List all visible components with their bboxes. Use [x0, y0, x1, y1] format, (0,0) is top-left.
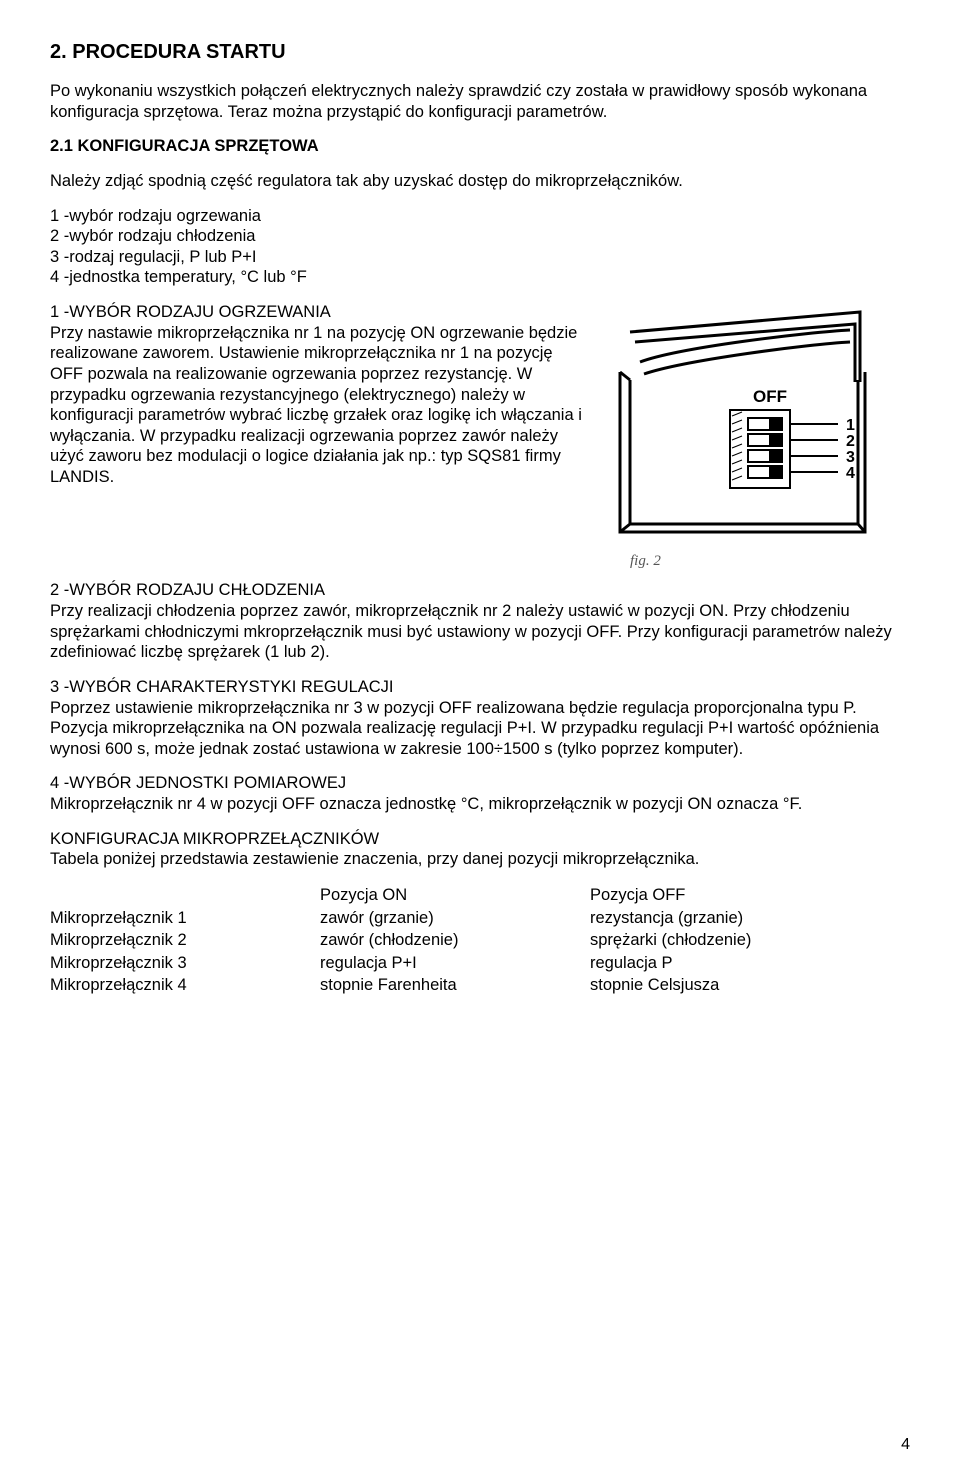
- pin-1-label: 1: [846, 417, 855, 434]
- dip-switch-figure: OFF 1 2 3 4 fig. 2: [610, 302, 910, 570]
- table-row: Mikroprzełącznik 3 regulacja P+I regulac…: [50, 952, 860, 975]
- intro-paragraph: Po wykonaniu wszystkich połączeń elektry…: [50, 81, 910, 122]
- dip-switch-diagram-svg: OFF 1 2 3 4: [610, 302, 910, 542]
- cell: regulacja P+I: [320, 952, 590, 975]
- cell: Mikroprzełącznik 1: [50, 907, 320, 930]
- figure-caption: fig. 2: [630, 552, 910, 571]
- subsection-intro: Należy zdjąć spodnią część regulatora ta…: [50, 171, 910, 192]
- sec3-heading: 3 -WYBÓR CHARAKTERYSTYKI REGULACJI: [50, 677, 910, 698]
- cell: stopnie Celsjusza: [590, 974, 860, 997]
- off-label: OFF: [753, 387, 787, 406]
- th-off: Pozycja OFF: [590, 884, 860, 907]
- cell: Mikroprzełącznik 3: [50, 952, 320, 975]
- page-number: 4: [901, 1435, 910, 1455]
- cell: sprężarki (chłodzenie): [590, 929, 860, 952]
- switch-item-4: 4 -jednostka temperatury, °C lub °F: [50, 267, 910, 288]
- switch-item-2: 2 -wybór rodzaju chłodzenia: [50, 226, 910, 247]
- switch-config-table: Pozycja ON Pozycja OFF Mikroprzełącznik …: [50, 884, 860, 997]
- sec3-body: Poprzez ustawienie mikroprzełącznika nr …: [50, 698, 910, 760]
- section-title: 2. PROCEDURA STARTU: [50, 40, 910, 65]
- pin-3-label: 3: [846, 449, 855, 466]
- cell: Mikroprzełącznik 2: [50, 929, 320, 952]
- sec2-body: Przy realizacji chłodzenia poprzez zawór…: [50, 601, 910, 663]
- pin-2-label: 2: [846, 433, 855, 450]
- cell: regulacja P: [590, 952, 860, 975]
- sec2-heading: 2 -WYBÓR RODZAJU CHŁODZENIA: [50, 580, 910, 601]
- table-row: Mikroprzełącznik 4 stopnie Farenheita st…: [50, 974, 860, 997]
- th-blank: [50, 884, 320, 907]
- table-row: Mikroprzełącznik 1 zawór (grzanie) rezys…: [50, 907, 860, 930]
- sec4-heading: 4 -WYBÓR JEDNOSTKI POMIAROWEJ: [50, 773, 910, 794]
- cell: Mikroprzełącznik 4: [50, 974, 320, 997]
- table-row: Mikroprzełącznik 2 zawór (chłodzenie) sp…: [50, 929, 860, 952]
- sec4-body: Mikroprzełącznik nr 4 w pozycji OFF ozna…: [50, 794, 910, 815]
- table-intro: Tabela poniżej przedstawia zestawienie z…: [50, 849, 910, 870]
- cell: zawór (chłodzenie): [320, 929, 590, 952]
- pin-4-label: 4: [846, 465, 855, 482]
- switch-item-3: 3 -rodzaj regulacji, P lub P+I: [50, 247, 910, 268]
- table-heading: KONFIGURACJA MIKROPRZEŁĄCZNIKÓW: [50, 829, 910, 850]
- table-header-row: Pozycja ON Pozycja OFF: [50, 884, 860, 907]
- subsection-title: 2.1 KONFIGURACJA SPRZĘTOWA: [50, 136, 910, 157]
- switch-item-1: 1 -wybór rodzaju ogrzewania: [50, 206, 910, 227]
- cell: zawór (grzanie): [320, 907, 590, 930]
- cell: stopnie Farenheita: [320, 974, 590, 997]
- cell: rezystancja (grzanie): [590, 907, 860, 930]
- switch-description-list: 1 -wybór rodzaju ogrzewania 2 -wybór rod…: [50, 206, 910, 289]
- th-on: Pozycja ON: [320, 884, 590, 907]
